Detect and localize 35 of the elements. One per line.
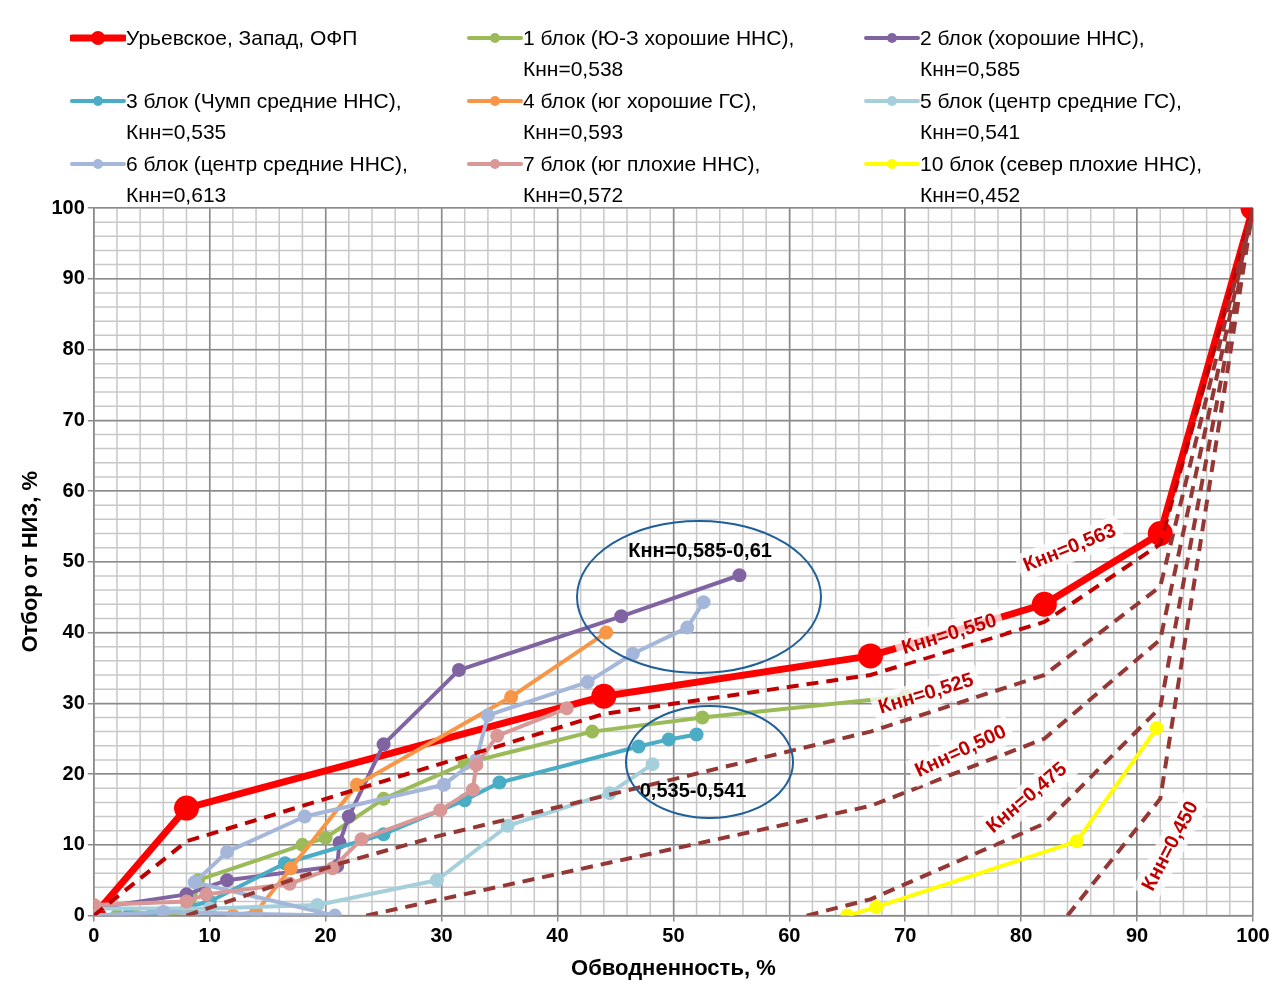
x-tick-label: 60 — [778, 924, 801, 947]
legend-label: 3 блок (Чумп средние ННС), Кнн=0,535 — [126, 88, 403, 145]
y-tick-label: 30 — [62, 690, 85, 713]
x-tick-label: 80 — [1010, 924, 1033, 947]
y-tick-label: 40 — [62, 620, 85, 643]
y-tick-label: 90 — [62, 266, 85, 289]
x-tick-label: 20 — [314, 924, 337, 947]
x-tick-label: 100 — [1236, 924, 1270, 947]
legend-label: 6 блок (центр средние ННС), Кнн=0,613 — [126, 151, 409, 208]
y-tick-label: 50 — [62, 549, 85, 572]
x-axis-title: Обводненность, % — [571, 954, 776, 980]
x-tick-label: 70 — [894, 924, 917, 947]
legend-label: 4 блок (юг хорошие ГС), Кнн=0,593 — [523, 88, 758, 145]
x-tick-label: 0 — [88, 924, 100, 947]
annotation: 0,535-0,541 — [639, 778, 747, 801]
legend-label: Урьевское, Запад, ОФП — [126, 25, 359, 51]
y-tick-label: 80 — [62, 337, 85, 360]
x-tick-label: 10 — [198, 924, 221, 947]
x-tick-label: 90 — [1125, 924, 1149, 947]
y-tick-label: 10 — [62, 832, 85, 855]
x-tick-label: 50 — [662, 924, 685, 947]
legend-label: 5 блок (центр средние ГС), Кнн=0,541 — [920, 88, 1183, 145]
x-tick-label: 40 — [546, 924, 569, 947]
legend-label: 2 блок (хорошие ННС), Кнн=0,585 — [920, 25, 1146, 82]
y-tick-label: 60 — [62, 478, 85, 501]
y-axis-title: Отбор от НИЗ, % — [17, 471, 43, 653]
legend-label: 7 блок (юг плохие ННС), Кнн=0,572 — [523, 151, 762, 208]
y-tick-label: 0 — [73, 903, 85, 926]
y-tick-label: 20 — [62, 761, 85, 784]
legend-label: 10 блок (север плохие ННС), Кнн=0,452 — [920, 151, 1204, 208]
x-tick-label: 30 — [430, 924, 453, 947]
y-tick-label: 70 — [62, 407, 85, 430]
y-tick-label: 100 — [51, 195, 85, 218]
annotation: Кнн=0,585-0,61 — [628, 538, 772, 561]
legend-label: 1 блок (Ю-З хорошие ННС), Кнн=0,538 — [523, 25, 796, 82]
